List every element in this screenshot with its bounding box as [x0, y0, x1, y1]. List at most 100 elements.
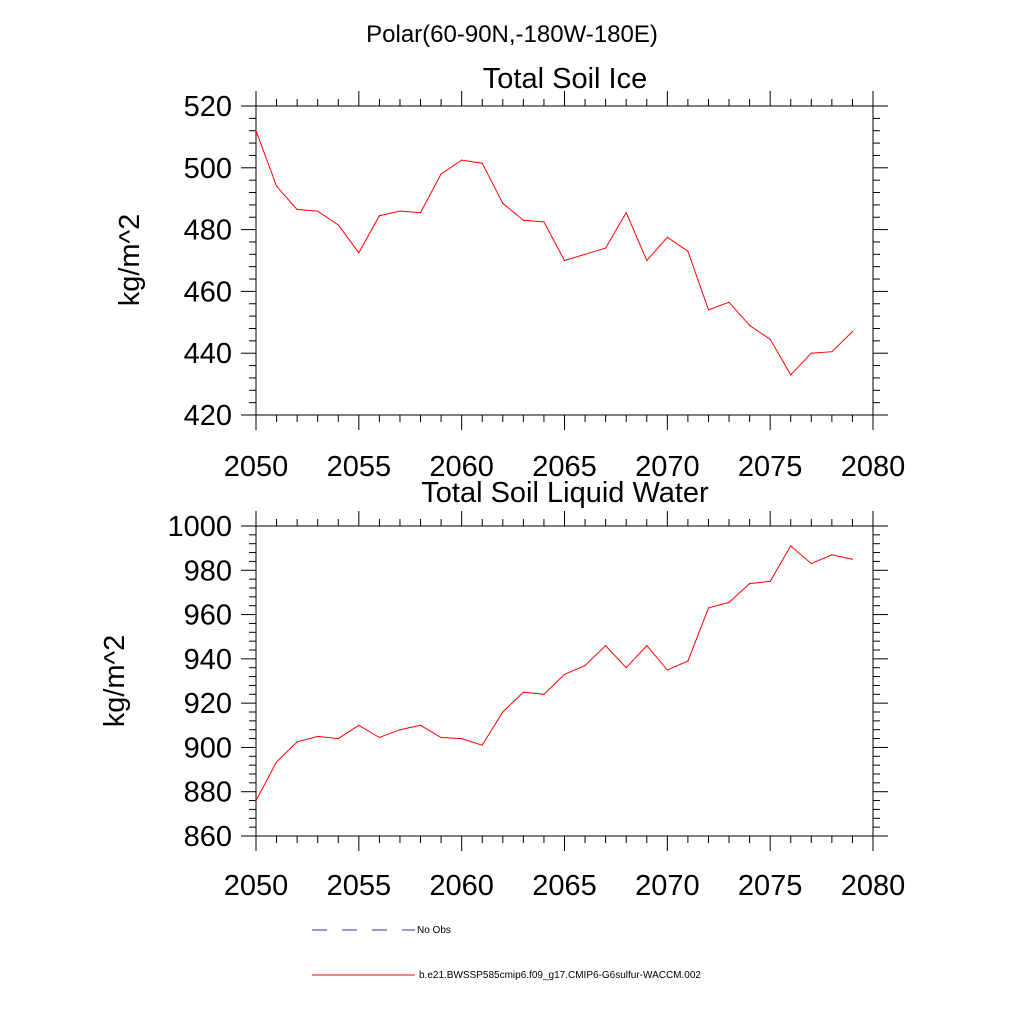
- y-tick-label: 1000: [167, 511, 232, 543]
- data-point: [810, 352, 812, 354]
- panel-title-soil-liquid-water: Total Soil Liquid Water: [421, 477, 709, 509]
- data-point: [358, 252, 360, 254]
- data-point: [625, 667, 627, 669]
- data-point: [461, 159, 463, 161]
- series-soil-liquid-water: [255, 545, 854, 802]
- data-point: [440, 736, 442, 739]
- data-point: [419, 724, 422, 726]
- x-tick-label: 2060: [429, 870, 494, 902]
- y-tick-label: 460: [184, 276, 232, 308]
- data-point: [399, 729, 401, 731]
- data-point: [831, 351, 833, 353]
- x-tick-label: 2065: [532, 451, 597, 483]
- data-point: [728, 601, 730, 603]
- data-point: [749, 324, 751, 326]
- data-point: [605, 644, 607, 647]
- x-tick-label: 2075: [738, 451, 803, 483]
- data-point: [563, 259, 566, 262]
- y-tick-label: 980: [184, 555, 232, 587]
- data-point: [502, 202, 504, 204]
- data-point: [810, 563, 812, 565]
- x-tick-label: 2070: [635, 870, 700, 902]
- data-point: [296, 208, 298, 211]
- data-point: [790, 545, 792, 547]
- panel-title-soil-ice: Total Soil Ice: [483, 63, 647, 95]
- series-line: [255, 130, 853, 376]
- plot-frame: [255, 525, 874, 837]
- data-point: [646, 259, 648, 262]
- x-tick-label: 2060: [429, 451, 494, 483]
- data-point: [378, 736, 380, 739]
- x-tick-label: 2080: [841, 870, 906, 902]
- y-tick-label: 900: [184, 732, 232, 764]
- y-tick-label: 920: [184, 688, 232, 720]
- data-point: [666, 236, 668, 238]
- data-point: [543, 693, 545, 695]
- legend-label-model-run: b.e21.BWSSP585cmip6.f09_g17.CMIP6-G6sulf…: [419, 970, 701, 981]
- data-point: [358, 724, 360, 726]
- legend-label-no-obs: No Obs: [417, 925, 451, 936]
- data-point: [337, 224, 339, 226]
- data-point: [769, 338, 771, 340]
- data-point: [275, 185, 278, 187]
- data-point: [831, 554, 833, 556]
- data-point: [275, 761, 278, 763]
- data-point: [296, 741, 298, 743]
- data-point: [317, 210, 319, 212]
- data-point: [255, 130, 257, 132]
- figure-title: Polar(60-90N,-180W-180E): [366, 21, 658, 48]
- axes-soil-liquid-water: 2050 2055 2060 2065 2070 2075 2080 860 880 900 920…: [167, 511, 905, 902]
- y-tick-label: 420: [184, 400, 232, 432]
- x-tick-label: 2055: [327, 870, 392, 902]
- data-point: [769, 580, 771, 582]
- data-point: [543, 221, 545, 223]
- x-tick-label: 2050: [224, 451, 289, 483]
- series-soil-ice: [255, 130, 854, 376]
- y-tick-label: 480: [184, 215, 232, 247]
- data-point: [584, 664, 586, 667]
- data-point: [399, 210, 401, 212]
- x-tick-label: 2080: [841, 451, 906, 483]
- x-tick-label: 2065: [532, 870, 597, 902]
- data-point: [687, 250, 689, 252]
- y-tick-label: 940: [184, 644, 232, 676]
- data-point: [522, 691, 524, 693]
- y-tick-label: 880: [184, 777, 232, 809]
- data-point: [728, 301, 730, 303]
- data-point: [502, 711, 504, 713]
- data-point: [851, 558, 854, 560]
- x-tick-label: 2075: [738, 870, 803, 902]
- data-point: [625, 212, 627, 214]
- data-point: [378, 215, 380, 217]
- panel-total-soil-ice: Total Soil Ice kg/m^2 2050 2055 2060 2065 20…: [114, 63, 905, 483]
- data-point: [461, 737, 463, 740]
- data-point: [563, 673, 566, 675]
- data-point: [790, 374, 792, 376]
- data-point: [749, 582, 751, 585]
- data-point: [419, 212, 422, 214]
- series-line: [255, 545, 853, 801]
- data-point: [317, 735, 319, 737]
- data-point: [255, 799, 257, 802]
- data-point: [584, 253, 586, 255]
- data-point: [666, 669, 668, 671]
- axes-soil-ice: 2050 2055 2060 2065 2070 2075 2080 420 440 460 480…: [184, 91, 906, 483]
- panel-total-soil-liquid-water: Total Soil Liquid Water kg/m^2 2050 2055 2…: [99, 477, 905, 902]
- x-tick-label: 2070: [635, 451, 700, 483]
- y-tick-label: 860: [184, 821, 232, 853]
- y-axis-label-soil-ice: kg/m^2: [114, 214, 146, 307]
- y-tick-label: 500: [184, 153, 232, 185]
- data-point: [440, 173, 442, 175]
- data-point: [687, 660, 689, 662]
- y-tick-label: 960: [184, 600, 232, 632]
- y-tick-label: 520: [184, 91, 232, 123]
- x-tick-label: 2050: [224, 870, 289, 902]
- data-point: [522, 219, 524, 221]
- y-tick-label: 440: [184, 338, 232, 370]
- legend: No Obs b.e21.BWSSP585cmip6.f09_g17.CMIP6…: [312, 925, 701, 981]
- data-point: [851, 330, 854, 333]
- data-point: [707, 309, 710, 311]
- x-tick-label: 2055: [327, 451, 392, 483]
